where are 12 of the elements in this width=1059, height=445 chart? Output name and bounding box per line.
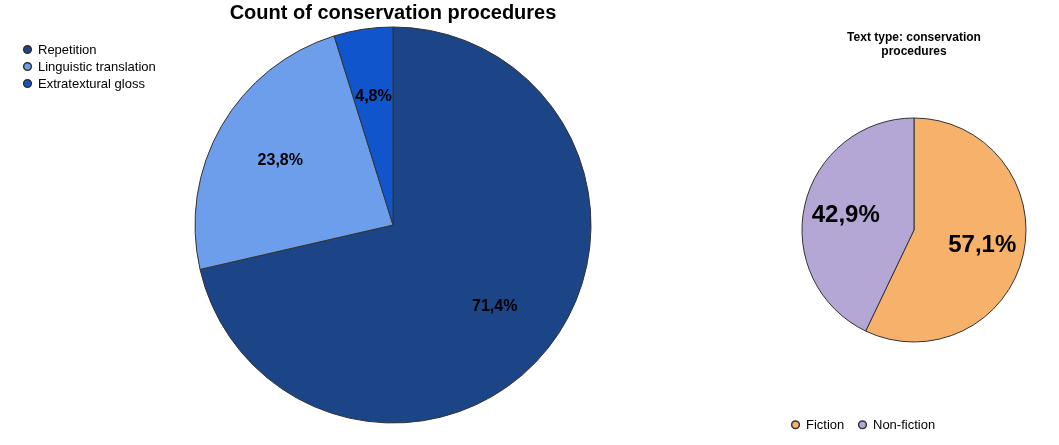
- legend-label: Linguistic translation: [38, 58, 156, 74]
- data-label: 71,4%: [472, 296, 518, 314]
- data-label: 4,8%: [355, 87, 392, 105]
- legend-label: Repetition: [38, 41, 97, 57]
- legend-label: Extratextural gloss: [38, 75, 146, 91]
- chart-title: Text type: conservation procedures: [847, 30, 981, 58]
- data-label: 23,8%: [257, 151, 303, 169]
- data-label: 42,9%: [811, 199, 880, 227]
- data-label: 57,1%: [948, 230, 1017, 258]
- legend-label: Fiction: [806, 416, 845, 432]
- chart-title: Count of conservation procedures: [229, 1, 557, 23]
- legend-label: Non-fiction: [873, 416, 936, 432]
